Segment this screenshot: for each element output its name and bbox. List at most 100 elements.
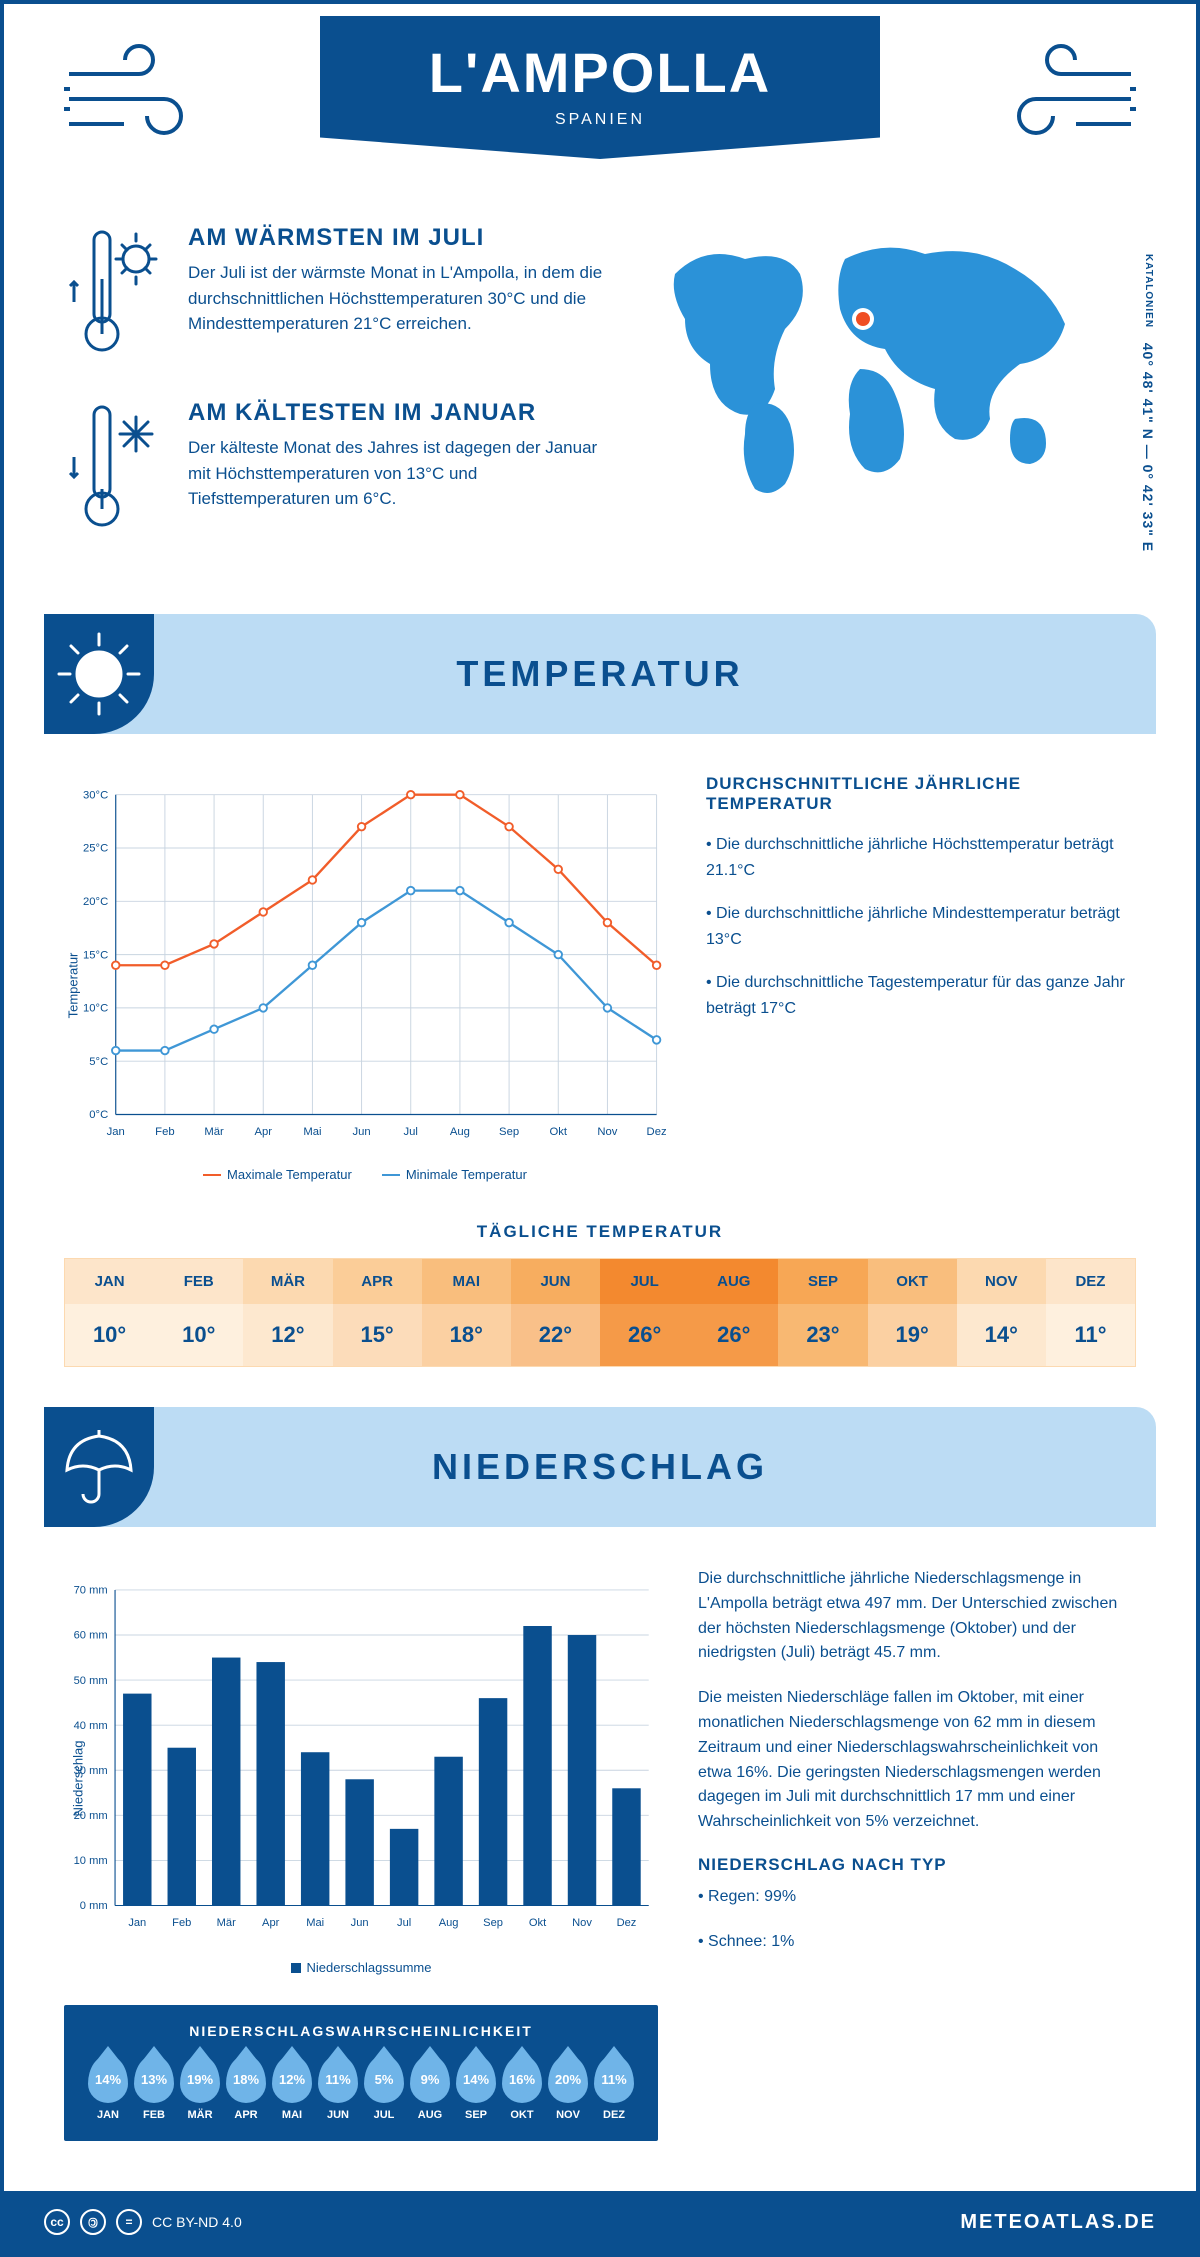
region-label: KATALONIEN	[1143, 254, 1154, 328]
heat-col: JUN22°	[511, 1259, 600, 1366]
daily-temp-title: TÄGLICHE TEMPERATUR	[4, 1222, 1196, 1242]
legend-max: Maximale Temperatur	[227, 1167, 352, 1182]
probability-drop: 19%MÄR	[180, 2055, 220, 2121]
world-map-icon	[645, 224, 1136, 509]
svg-text:10°C: 10°C	[83, 1003, 108, 1015]
coldest-block: AM KÄLTESTEN IM JANUAR Der kälteste Mona…	[64, 399, 605, 544]
heat-col: MÄR12°	[243, 1259, 332, 1366]
precip-legend: Niederschlagssumme	[64, 1960, 658, 1975]
svg-text:Okt: Okt	[549, 1126, 567, 1138]
heat-col: FEB10°	[154, 1259, 243, 1366]
temp-bullet-3: • Die durchschnittliche Tagestemperatur …	[706, 970, 1136, 1021]
probability-drop: 20%NOV	[548, 2055, 588, 2121]
warmest-heading: AM WÄRMSTEN IM JULI	[188, 224, 605, 252]
wind-icon	[996, 34, 1136, 159]
probability-drop: 16%OKT	[502, 2055, 542, 2121]
heat-col: MAI18°	[422, 1259, 511, 1366]
footer: cc 🄯 = CC BY-ND 4.0 METEOATLAS.DE	[4, 2191, 1196, 2253]
brand: METEOATLAS.DE	[960, 2211, 1156, 2234]
svg-text:Feb: Feb	[172, 1917, 191, 1929]
svg-text:Nov: Nov	[572, 1917, 592, 1929]
svg-text:15°C: 15°C	[83, 949, 108, 961]
heat-col: JAN10°	[65, 1259, 154, 1366]
precip-para-1: Die durchschnittliche jährliche Niedersc…	[698, 1567, 1136, 1666]
precip-snow: • Schnee: 1%	[698, 1930, 1136, 1955]
temp-summary-heading: DURCHSCHNITTLICHE JÄHRLICHE TEMPERATUR	[706, 774, 1136, 814]
probability-drop: 11%JUN	[318, 2055, 358, 2121]
probability-drop: 14%JAN	[88, 2055, 128, 2121]
svg-text:Jan: Jan	[107, 1126, 125, 1138]
probability-drop: 18%APR	[226, 2055, 266, 2121]
coldest-heading: AM KÄLTESTEN IM JANUAR	[188, 399, 605, 427]
precip-summary: Die durchschnittliche jährliche Niedersc…	[698, 1567, 1136, 2141]
svg-text:Mär: Mär	[217, 1917, 236, 1929]
probability-drop: 12%MAI	[272, 2055, 312, 2121]
intro-section: AM WÄRMSTEN IM JULI Der Juli ist der wär…	[4, 204, 1196, 614]
by-icon: 🄯	[80, 2209, 106, 2235]
daily-temp-heatstrip: JAN10°FEB10°MÄR12°APR15°MAI18°JUN22°JUL2…	[64, 1258, 1136, 1367]
precip-probability-box: NIEDERSCHLAGSWAHRSCHEINLICHKEIT 14%JAN13…	[64, 2005, 658, 2141]
precip-title: NIEDERSCHLAG	[432, 1446, 768, 1488]
heat-col: OKT19°	[868, 1259, 957, 1366]
probability-drop: 13%FEB	[134, 2055, 174, 2121]
probability-drop: 5%JUL	[364, 2055, 404, 2121]
svg-text:70 mm: 70 mm	[74, 1585, 108, 1597]
legend-min: Minimale Temperatur	[406, 1167, 527, 1182]
precip-type-heading: NIEDERSCHLAG NACH TYP	[698, 1855, 1136, 1875]
precip-chart-ylabel: Niederschlag	[70, 1741, 85, 1817]
legend-precip: Niederschlagssumme	[307, 1960, 432, 1975]
svg-text:30°C: 30°C	[83, 789, 108, 801]
temp-chart-ylabel: Temperatur	[65, 953, 80, 1019]
heat-col: APR15°	[333, 1259, 422, 1366]
svg-text:Jan: Jan	[128, 1917, 146, 1929]
svg-text:Sep: Sep	[499, 1126, 519, 1138]
heat-col: JUL26°	[600, 1259, 689, 1366]
svg-text:Okt: Okt	[529, 1917, 547, 1929]
svg-text:Mär: Mär	[204, 1126, 224, 1138]
svg-text:0°C: 0°C	[89, 1109, 108, 1121]
latitude: 40° 48' 41" N	[1140, 343, 1156, 440]
probability-drop: 9%AUG	[410, 2055, 450, 2121]
heat-col: NOV14°	[957, 1259, 1046, 1366]
svg-text:Apr: Apr	[262, 1917, 280, 1929]
svg-text:0 mm: 0 mm	[80, 1900, 108, 1912]
svg-text:20°C: 20°C	[83, 896, 108, 908]
precip-bar-chart: Niederschlag 0 mm10 mm20 mm30 mm40 mm50 …	[64, 1567, 658, 1975]
temperature-section-header: TEMPERATUR	[44, 614, 1156, 734]
temp-summary: DURCHSCHNITTLICHE JÄHRLICHE TEMPERATUR •…	[706, 774, 1136, 1182]
temperature-line-chart: Temperatur 0°C5°C10°C15°C20°C25°C30°CJan…	[64, 774, 666, 1182]
temp-bullet-1: • Die durchschnittliche jährliche Höchst…	[706, 832, 1136, 883]
svg-text:Aug: Aug	[450, 1126, 470, 1138]
temperature-title: TEMPERATUR	[456, 653, 743, 695]
svg-text:Dez: Dez	[647, 1126, 666, 1138]
svg-text:Apr: Apr	[254, 1126, 272, 1138]
svg-text:Aug: Aug	[439, 1917, 459, 1929]
sun-icon	[44, 614, 154, 734]
coordinates: KATALONIEN 40° 48' 41" N — 0° 42' 33" E	[1140, 254, 1156, 552]
precip-section-header: NIEDERSCHLAG	[44, 1407, 1156, 1527]
heat-col: SEP23°	[778, 1259, 867, 1366]
svg-text:Jun: Jun	[352, 1126, 370, 1138]
umbrella-icon	[44, 1407, 154, 1527]
heat-col: DEZ11°	[1046, 1259, 1135, 1366]
title-banner: L'AMPOLLA SPANIEN	[320, 16, 880, 159]
svg-text:60 mm: 60 mm	[74, 1630, 108, 1642]
svg-text:Jun: Jun	[351, 1917, 369, 1929]
svg-text:Jul: Jul	[404, 1126, 418, 1138]
header: L'AMPOLLA SPANIEN	[4, 4, 1196, 204]
probability-drop: 11%DEZ	[594, 2055, 634, 2121]
svg-text:50 mm: 50 mm	[74, 1675, 108, 1687]
probability-drop: 14%SEP	[456, 2055, 496, 2121]
thermometer-hot-icon	[64, 224, 164, 369]
thermometer-cold-icon	[64, 399, 164, 544]
svg-text:Feb: Feb	[155, 1126, 174, 1138]
svg-text:Jul: Jul	[397, 1917, 411, 1929]
warmest-block: AM WÄRMSTEN IM JULI Der Juli ist der wär…	[64, 224, 605, 369]
license-text: CC BY-ND 4.0	[152, 2214, 242, 2230]
temp-legend: Maximale Temperatur Minimale Temperatur	[64, 1167, 666, 1182]
cc-icon: cc	[44, 2209, 70, 2235]
coldest-text: Der kälteste Monat des Jahres ist dagege…	[188, 435, 605, 512]
precip-para-2: Die meisten Niederschläge fallen im Okto…	[698, 1686, 1136, 1835]
svg-text:5°C: 5°C	[89, 1056, 108, 1068]
license: cc 🄯 = CC BY-ND 4.0	[44, 2209, 242, 2235]
